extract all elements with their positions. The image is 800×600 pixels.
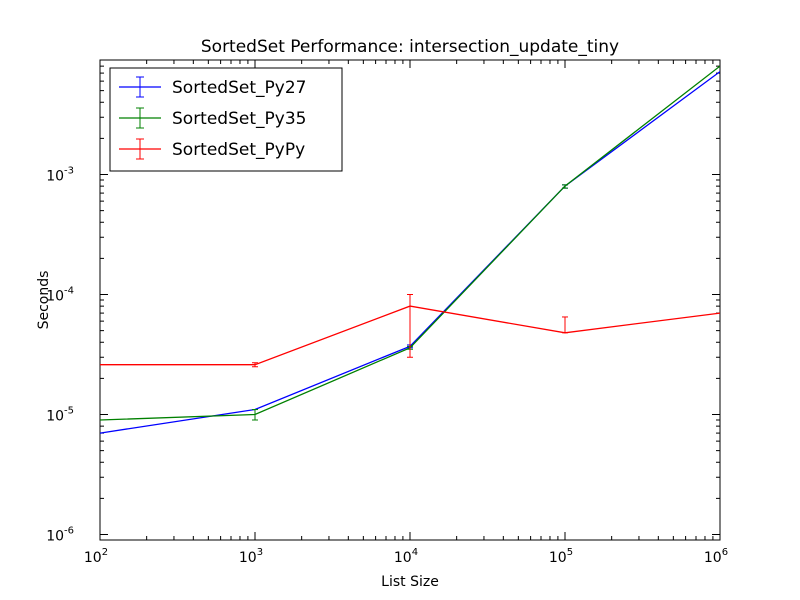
plot-area: 102 103 104 105 106 10-6 10-5 10-4 10-3 SortedSet… — [46, 59, 728, 566]
legend-label: SortedSet_Py27 — [172, 78, 306, 98]
y-tick-label: 10-6 — [46, 526, 74, 545]
x-tick-label: 104 — [394, 547, 418, 566]
x-tick-label: 106 — [704, 547, 728, 566]
x-tick-label: 103 — [239, 547, 263, 566]
y-tick-label: 10-4 — [46, 286, 74, 305]
legend-label: SortedSet_PyPy — [172, 140, 305, 160]
legend-handle — [119, 107, 161, 129]
legend: SortedSet_Py27 SortedSet_Py35 SortedSet_Py… — [109, 67, 343, 172]
y-tick-label: 10-3 — [46, 166, 74, 185]
legend-label: SortedSet_Py35 — [172, 109, 306, 129]
y-tick-label: 10-5 — [46, 406, 74, 425]
chart-title: SortedSet Performance: intersection_upda… — [201, 37, 619, 57]
legend-box — [109, 67, 343, 172]
x-tick-label: 105 — [549, 547, 573, 566]
y-axis-label: Seconds — [36, 271, 52, 330]
x-axis-label: List Size — [381, 574, 439, 590]
legend-handle — [119, 76, 161, 98]
x-tick-label: 102 — [84, 547, 108, 566]
legend-handle — [119, 138, 161, 160]
series-3 — [100, 294, 720, 368]
